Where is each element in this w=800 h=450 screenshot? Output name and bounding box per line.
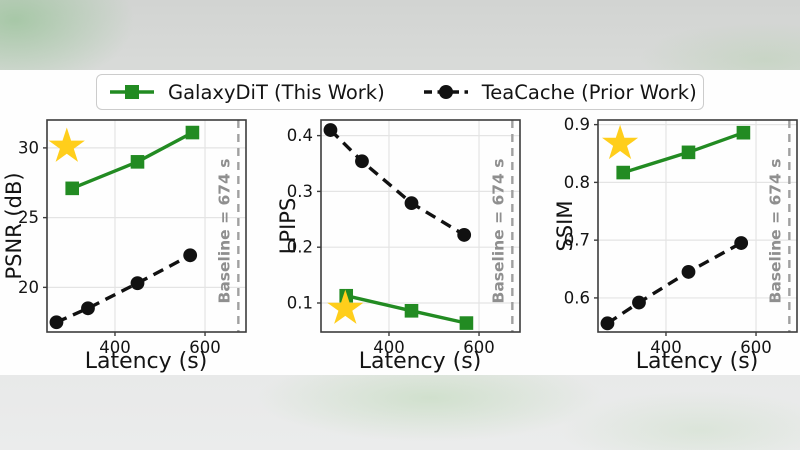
svg-text:25: 25 [18, 208, 39, 227]
legend-label-galaxydit: GalaxyDiT (This Work) [168, 80, 385, 104]
legend-item-teacache: TeaCache (Prior Work) [423, 81, 697, 104]
svg-text:0.4: 0.4 [287, 126, 313, 145]
lpips-plot: Baseline = 674 s 400 600 0.1 0.2 0.3 0.4 [287, 119, 521, 357]
svg-text:Baseline = 674 s: Baseline = 674 s [215, 159, 233, 304]
svg-text:0.8: 0.8 [564, 173, 590, 192]
legend-label-teacache: TeaCache (Prior Work) [481, 80, 697, 104]
lpips-axis-label: LPIPS [276, 197, 300, 255]
psnr-axis-label: PSNR (dB) [2, 172, 26, 280]
svg-text:0.7: 0.7 [564, 231, 590, 250]
svg-text:0.6: 0.6 [564, 288, 590, 307]
latency-axis-label-2: Latency (s) [358, 349, 482, 374]
svg-text:20: 20 [18, 278, 39, 297]
psnr-plot: Baseline = 674 s 400 600 20 25 30 [18, 119, 247, 357]
svg-text:Baseline = 674 s: Baseline = 674 s [489, 159, 507, 304]
svg-text:0.3: 0.3 [287, 182, 313, 201]
ssim-plot: Baseline = 674 s 400 600 0.6 0.7 0.8 0.9 [564, 115, 798, 357]
ssim-axis-label: SSIM [553, 200, 577, 252]
svg-text:0.2: 0.2 [287, 238, 313, 257]
latency-axis-label-1: Latency (s) [84, 349, 208, 374]
svg-text:400: 400 [650, 338, 682, 357]
svg-text:600: 600 [740, 338, 772, 357]
galaxydit-line-marker-icon [110, 85, 154, 99]
svg-text:Baseline = 674 s: Baseline = 674 s [766, 159, 784, 304]
svg-text:400: 400 [373, 338, 405, 357]
latency-axis-label-3: Latency (s) [635, 349, 759, 374]
legend-item-galaxydit: GalaxyDiT (This Work) [109, 81, 385, 104]
svg-text:0.9: 0.9 [564, 115, 590, 134]
svg-text:30: 30 [18, 138, 39, 157]
svg-text:600: 600 [463, 338, 495, 357]
figure-panel [0, 70, 800, 375]
plot-legend: GalaxyDiT (This Work) TeaCache (Prior Wo… [96, 74, 704, 110]
svg-text:600: 600 [189, 338, 221, 357]
svg-text:0.1: 0.1 [287, 293, 313, 312]
teacache-line-marker-icon [423, 85, 468, 99]
svg-text:400: 400 [99, 338, 131, 357]
